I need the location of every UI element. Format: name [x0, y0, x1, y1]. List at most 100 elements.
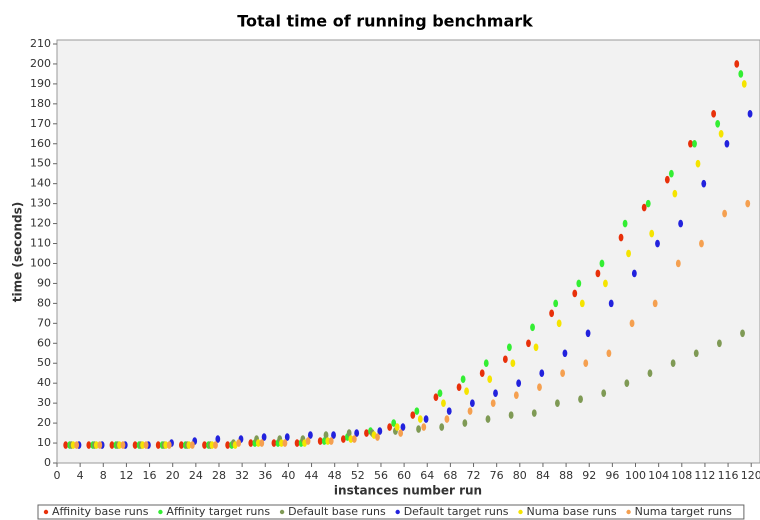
- point: [655, 239, 660, 248]
- x-tick-label: 104: [648, 469, 669, 482]
- point: [487, 375, 493, 383]
- x-tick-label: 116: [718, 469, 739, 482]
- point: [479, 369, 485, 378]
- point: [738, 70, 744, 78]
- point: [364, 429, 369, 437]
- point: [556, 319, 562, 328]
- point: [734, 60, 740, 68]
- point: [608, 299, 614, 308]
- legend-marker: [43, 509, 49, 515]
- x-tick-label: 20: [166, 469, 180, 482]
- point: [74, 441, 80, 449]
- x-tick-label: 44: [305, 469, 319, 482]
- x-tick-label: 48: [328, 469, 342, 482]
- y-tick-label: 90: [37, 276, 51, 289]
- point: [209, 441, 215, 449]
- y-tick-label: 210: [30, 37, 51, 50]
- point: [530, 323, 535, 332]
- point: [652, 299, 658, 308]
- point: [261, 433, 267, 441]
- point: [331, 431, 336, 439]
- point: [132, 441, 138, 449]
- y-tick-label: 200: [30, 57, 51, 70]
- point: [516, 379, 522, 387]
- point: [526, 339, 531, 348]
- legend-marker: [518, 509, 523, 515]
- x-tick-label: 76: [490, 469, 504, 482]
- point: [70, 441, 76, 449]
- point: [441, 399, 446, 407]
- legend-label: Default base runs: [288, 505, 386, 518]
- point: [248, 439, 254, 447]
- point: [213, 441, 218, 449]
- x-tick-label: 88: [559, 469, 573, 482]
- point: [688, 139, 693, 148]
- point: [433, 393, 439, 401]
- point: [446, 407, 452, 415]
- point: [307, 431, 313, 439]
- point: [97, 441, 103, 449]
- point: [163, 441, 169, 449]
- point: [414, 407, 420, 415]
- point: [513, 391, 519, 399]
- point: [323, 431, 329, 439]
- y-tick-label: 0: [44, 456, 51, 469]
- point: [675, 259, 681, 268]
- point: [348, 435, 354, 443]
- y-tick-label: 190: [30, 77, 51, 90]
- point: [467, 407, 473, 415]
- point: [603, 279, 608, 288]
- point: [437, 389, 443, 397]
- point: [699, 239, 704, 248]
- legend-label: Numa base runs: [527, 505, 617, 518]
- point: [236, 439, 242, 447]
- point: [647, 369, 653, 378]
- plot-area: [56, 39, 760, 464]
- x-tick-label: 84: [536, 469, 550, 482]
- point: [178, 441, 184, 449]
- point: [583, 359, 589, 368]
- point: [716, 339, 722, 348]
- point: [317, 437, 323, 445]
- x-tick-label: 24: [189, 469, 203, 482]
- point: [695, 159, 701, 168]
- point: [93, 441, 99, 449]
- legend-marker: [395, 509, 400, 515]
- chart-title: Total time of running benchmark: [237, 12, 533, 31]
- point: [189, 441, 195, 449]
- point: [622, 219, 628, 228]
- point: [539, 369, 545, 378]
- point: [740, 329, 745, 338]
- point: [595, 269, 601, 278]
- x-tick-label: 52: [351, 469, 365, 482]
- legend-label: Numa target runs: [635, 505, 733, 518]
- point: [186, 441, 192, 449]
- y-tick-label: 180: [30, 97, 51, 110]
- x-tick-label: 108: [671, 469, 692, 482]
- point: [678, 219, 684, 228]
- point: [645, 199, 651, 208]
- point: [531, 409, 537, 417]
- point: [321, 437, 327, 445]
- legend-marker: [626, 509, 631, 515]
- y-tick-label: 60: [37, 336, 51, 349]
- point: [560, 369, 566, 378]
- point: [555, 399, 560, 407]
- x-tick-label: 8: [100, 469, 107, 482]
- point: [533, 343, 539, 352]
- point: [439, 423, 445, 431]
- x-tick-label: 80: [513, 469, 527, 482]
- point: [109, 441, 115, 449]
- legend-box: [37, 504, 745, 520]
- point: [502, 355, 508, 364]
- point: [400, 423, 406, 431]
- y-tick-label: 40: [37, 376, 51, 389]
- legend-label: Default target runs: [404, 505, 509, 518]
- point: [340, 435, 346, 443]
- y-tick-label: 170: [30, 117, 51, 130]
- point: [351, 435, 357, 443]
- point: [294, 439, 300, 447]
- point: [469, 399, 475, 407]
- point: [271, 439, 277, 447]
